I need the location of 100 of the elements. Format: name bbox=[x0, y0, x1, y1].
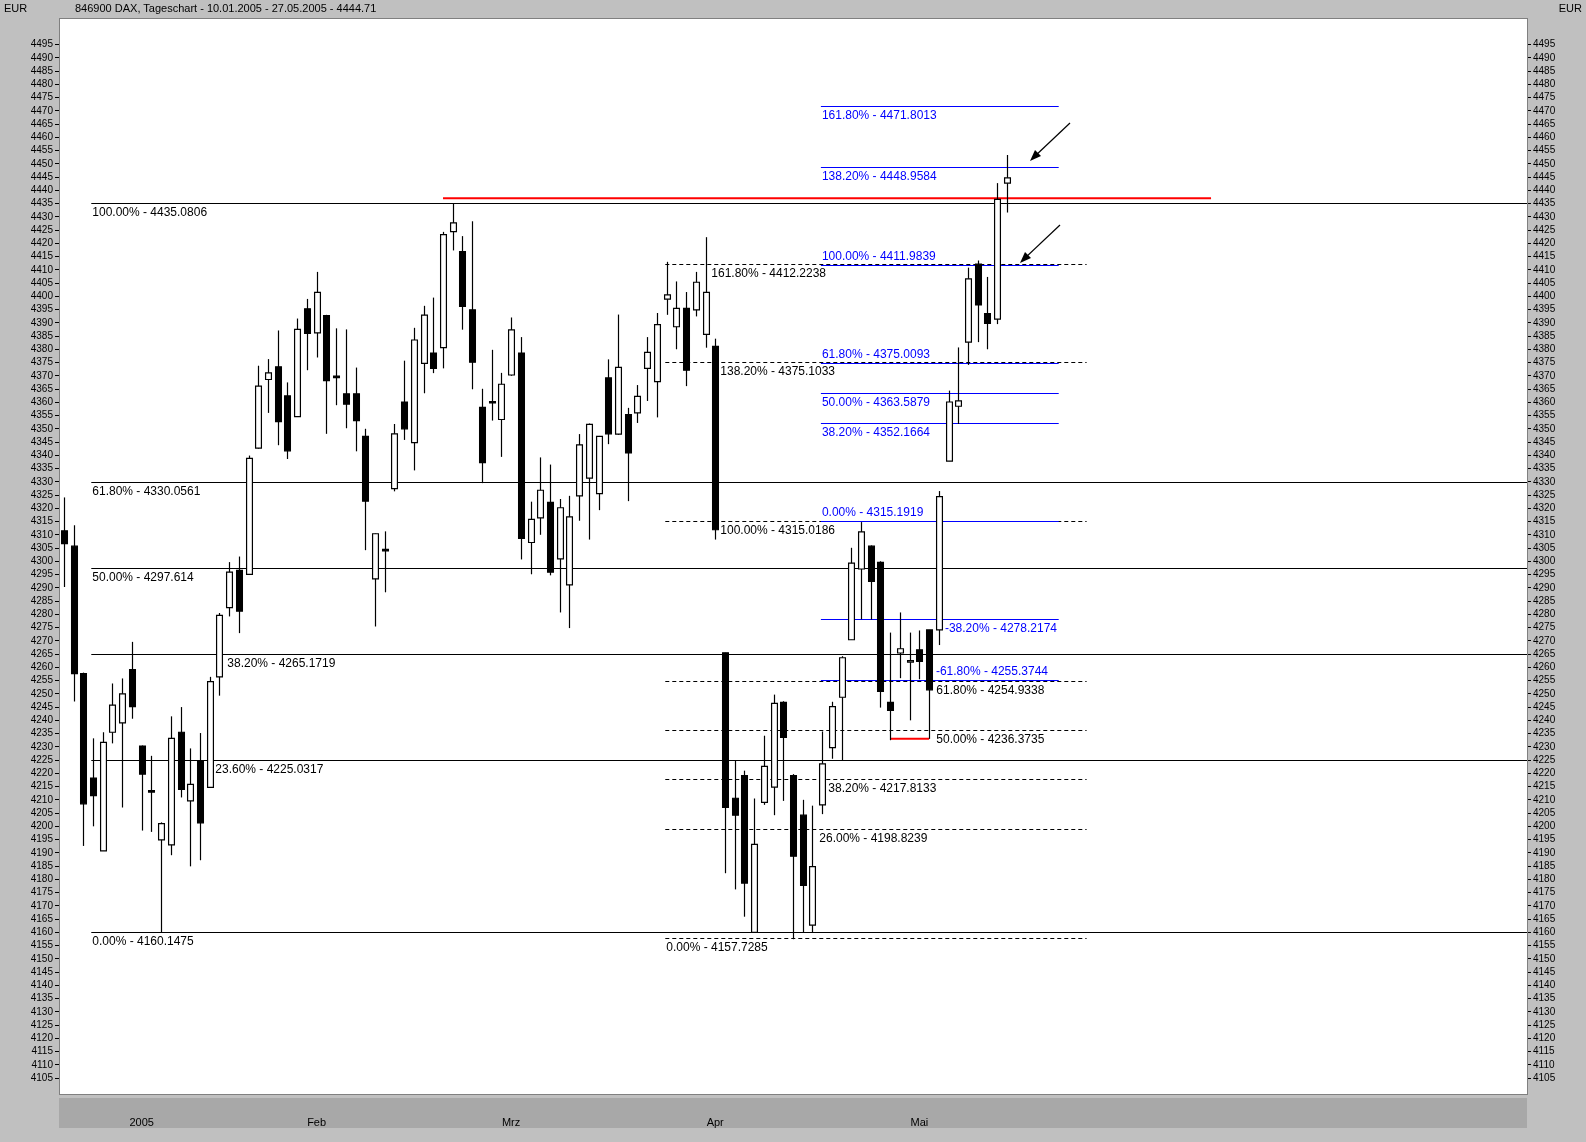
annotation: 0.00% - 4157.7285 bbox=[666, 939, 769, 954]
y2-tick-label: 4285 bbox=[1533, 594, 1556, 606]
y2-tick-label: 4365 bbox=[1533, 382, 1556, 394]
y-tick-label: 4395 bbox=[30, 303, 54, 315]
y2-tick-label: 4400 bbox=[1533, 290, 1556, 302]
y-tick-label: 4235 bbox=[30, 727, 54, 739]
y-tick-label: 4165 bbox=[30, 912, 54, 924]
y-tick-label: 4125 bbox=[30, 1018, 54, 1030]
y-tick-label: 4490 bbox=[30, 51, 54, 63]
y2-tick-label: 4340 bbox=[1533, 449, 1556, 461]
y2-tick-label: 4495 bbox=[1533, 38, 1556, 50]
y2-tick-label: 4475 bbox=[1533, 91, 1556, 103]
annotation: 100.00% - 4315.0186 bbox=[720, 522, 836, 537]
x-tick-label: Feb bbox=[307, 1115, 327, 1128]
annotation: -38.20% - 4278.2174 bbox=[944, 620, 1058, 635]
y2-tick-label: 4135 bbox=[1533, 992, 1556, 1004]
y2-tick-label: 4275 bbox=[1533, 621, 1556, 633]
y-tick-label: 4120 bbox=[30, 1032, 54, 1044]
annotation: 100.00% - 4411.9839 bbox=[821, 248, 937, 263]
y2-tick-label: 4355 bbox=[1533, 409, 1556, 421]
y-tick-label: 4200 bbox=[30, 820, 54, 832]
y-tick-label: 4230 bbox=[30, 740, 54, 752]
x-tick-label: Mai bbox=[910, 1115, 929, 1128]
y2-tick-label: 4230 bbox=[1533, 740, 1556, 752]
y-tick-label: 4275 bbox=[30, 621, 54, 633]
y-tick-label: 4495 bbox=[30, 38, 54, 50]
y2-tick-label: 4380 bbox=[1533, 343, 1556, 355]
y2-tick-label: 4150 bbox=[1533, 952, 1556, 964]
chart-title: 846900 DAX, Tageschart - 10.01.2005 - 27.05.2005 - 4444.71 bbox=[75, 2, 377, 15]
y-tick-label: 4160 bbox=[30, 926, 54, 938]
y-tick-label: 4440 bbox=[30, 184, 54, 196]
y2-tick-label: 4300 bbox=[1533, 555, 1556, 567]
annotation: 61.80% - 4330.0561 bbox=[92, 483, 201, 498]
y2-tick-label: 4250 bbox=[1533, 687, 1556, 699]
y2-tick-label: 4105 bbox=[1533, 1071, 1556, 1083]
y-tick-label: 4345 bbox=[30, 435, 54, 447]
y2-tick-label: 4345 bbox=[1533, 435, 1556, 447]
y2-tick-label: 4430 bbox=[1533, 210, 1556, 222]
y2-tick-label: 4455 bbox=[1533, 144, 1556, 156]
y2-tick-label: 4255 bbox=[1533, 674, 1556, 686]
y2-tick-label: 4265 bbox=[1533, 647, 1556, 659]
y2-tick-label: 4110 bbox=[1533, 1058, 1555, 1070]
y-tick-label: 4245 bbox=[30, 700, 54, 712]
y-tick-label: 4415 bbox=[30, 250, 54, 262]
y2-tick-label: 4305 bbox=[1533, 541, 1556, 553]
annotation: 38.20% - 4217.8133 bbox=[828, 780, 937, 795]
y-tick-label: 4485 bbox=[30, 64, 54, 76]
y-tick-label: 4155 bbox=[30, 939, 54, 951]
y2-tick-label: 4390 bbox=[1533, 316, 1556, 328]
y-tick-label: 4475 bbox=[30, 91, 54, 103]
y2-tick-label: 4195 bbox=[1533, 833, 1556, 845]
y2-tick-label: 4405 bbox=[1533, 276, 1556, 288]
y-tick-label: 4380 bbox=[30, 343, 54, 355]
y2-tick-label: 4260 bbox=[1533, 661, 1556, 673]
y-tick-label: 4115 bbox=[31, 1045, 54, 1057]
y-tick-label: 4425 bbox=[30, 223, 54, 235]
y2-tick-label: 4485 bbox=[1533, 64, 1556, 76]
y2-tick-label: 4370 bbox=[1533, 369, 1556, 381]
annotation: 61.80% - 4375.0093 bbox=[821, 346, 931, 361]
y-tick-label: 4130 bbox=[30, 1005, 54, 1017]
y-tick-label: 4220 bbox=[30, 767, 54, 779]
y2-tick-label: 4490 bbox=[1533, 51, 1556, 63]
y-tick-label: 4375 bbox=[30, 356, 54, 368]
y2-tick-label: 4270 bbox=[1533, 634, 1556, 646]
y-tick-label: 4170 bbox=[30, 899, 54, 911]
y2-tick-label: 4335 bbox=[1533, 462, 1556, 474]
annotation: 0.00% - 4160.1475 bbox=[92, 933, 195, 948]
y2-tick-label: 4315 bbox=[1533, 515, 1556, 527]
annotation: 61.80% - 4254.9338 bbox=[936, 682, 1045, 697]
x-tick-label: 2005 bbox=[129, 1115, 154, 1128]
y2-tick-label: 4280 bbox=[1533, 608, 1556, 620]
y-tick-label: 4360 bbox=[30, 396, 54, 408]
y2-tick-label: 4205 bbox=[1533, 806, 1556, 818]
y-tick-label: 4480 bbox=[30, 78, 54, 90]
y2-tick-label: 4170 bbox=[1533, 899, 1556, 911]
y2-tick-label: 4220 bbox=[1533, 767, 1556, 779]
y2-tick-label: 4140 bbox=[1533, 979, 1556, 991]
y-tick-label: 4290 bbox=[30, 581, 54, 593]
y2-tick-label: 4440 bbox=[1533, 184, 1556, 196]
annotation: 38.20% - 4352.1664 bbox=[821, 424, 931, 439]
y-tick-label: 4460 bbox=[30, 131, 54, 143]
y-tick-label: 4140 bbox=[30, 979, 54, 991]
y-tick-label: 4445 bbox=[30, 170, 54, 182]
y-tick-label: 4410 bbox=[30, 263, 54, 275]
y2-tick-label: 4190 bbox=[1533, 846, 1556, 858]
y-tick-label: 4465 bbox=[30, 117, 54, 129]
y2-tick-label: 4160 bbox=[1533, 926, 1556, 938]
y-tick-label: 4355 bbox=[30, 409, 54, 421]
y-tick-label: 4180 bbox=[30, 873, 54, 885]
y-tick-label: 4255 bbox=[30, 674, 54, 686]
annotation: 23.60% - 4225.0317 bbox=[215, 761, 324, 776]
y2-tick-label: 4240 bbox=[1533, 714, 1556, 726]
y-tick-label: 4240 bbox=[30, 714, 54, 726]
annotation: 50.00% - 4297.614 bbox=[92, 569, 195, 584]
y-tick-label: 4210 bbox=[30, 793, 54, 805]
y2-tick-label: 4445 bbox=[1533, 170, 1556, 182]
annotation: -61.80% - 4255.3744 bbox=[935, 663, 1049, 678]
y2-tick-label: 4215 bbox=[1533, 780, 1556, 792]
y-tick-label: 4320 bbox=[30, 502, 54, 514]
y-tick-label: 4185 bbox=[30, 859, 54, 871]
